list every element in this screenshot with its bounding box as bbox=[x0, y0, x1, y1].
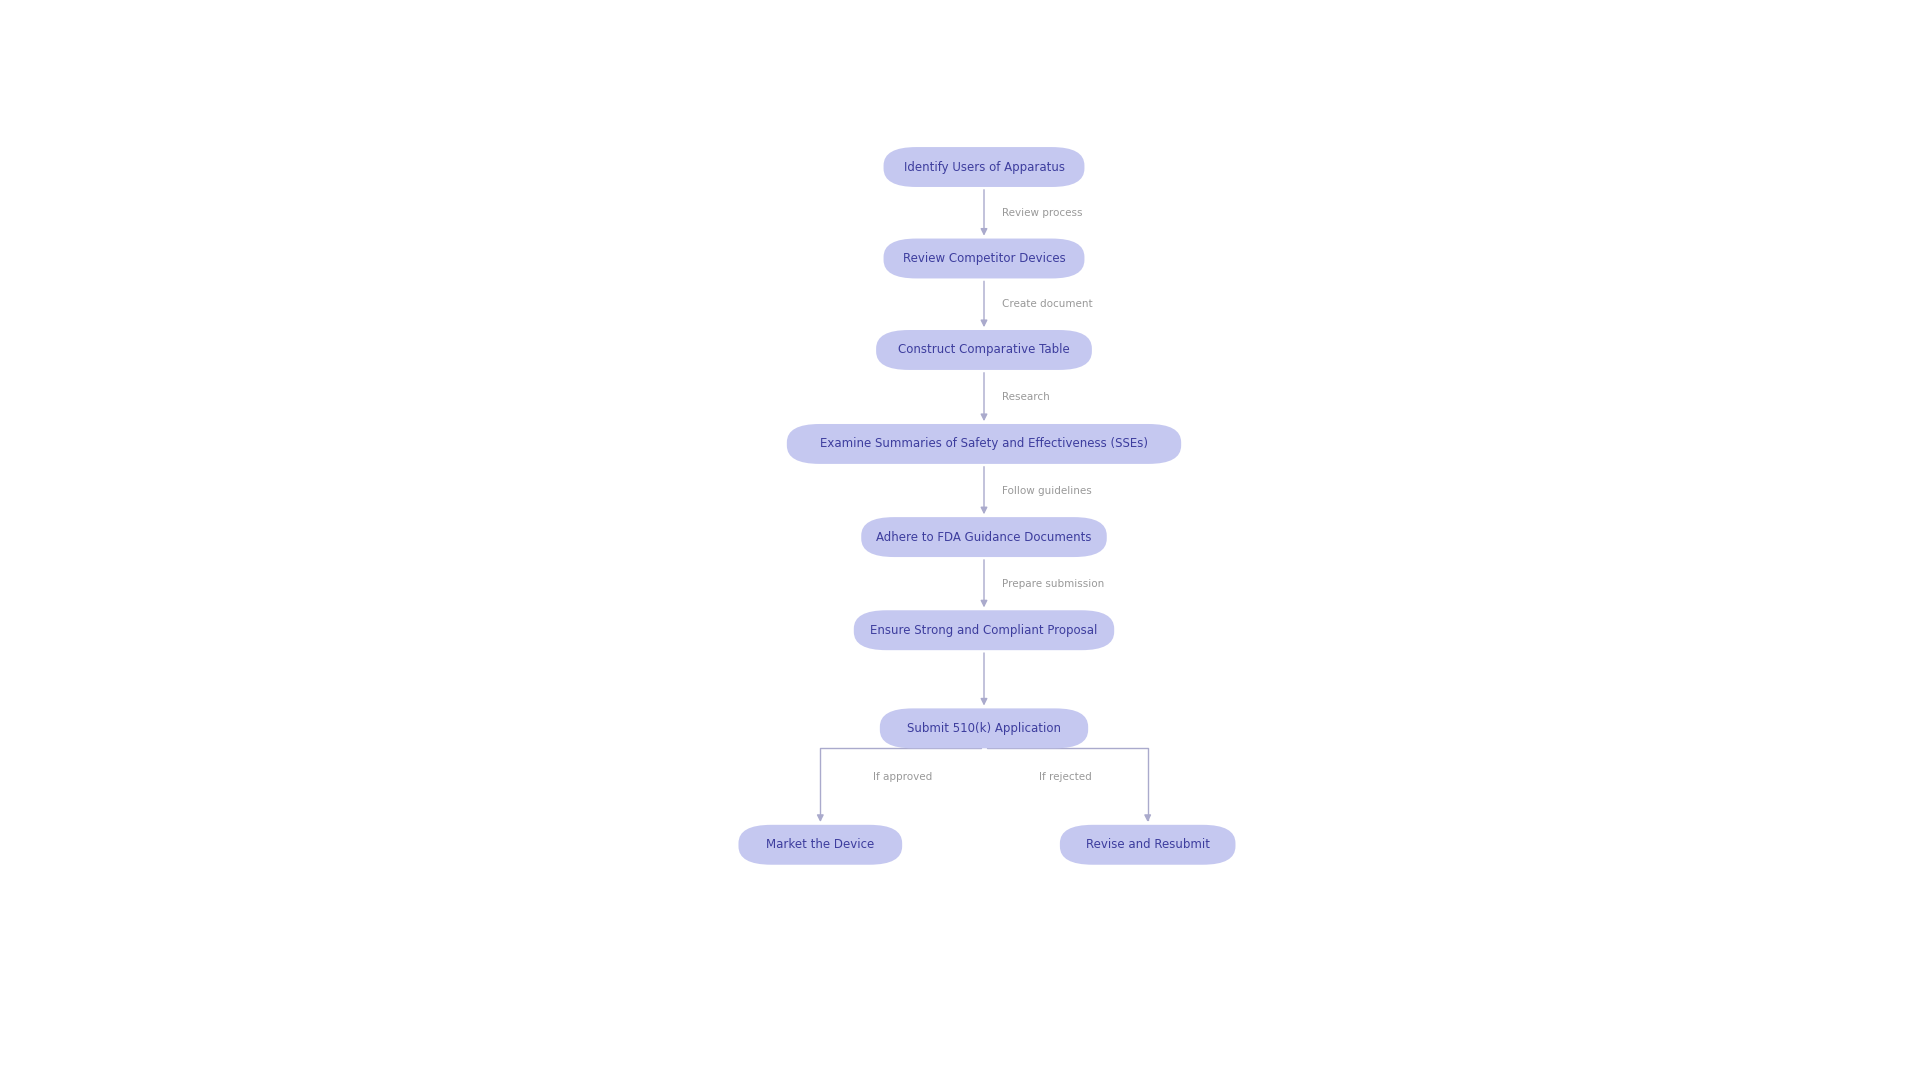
Text: Create document: Create document bbox=[1002, 299, 1092, 309]
FancyBboxPatch shape bbox=[876, 330, 1092, 370]
FancyBboxPatch shape bbox=[879, 708, 1089, 748]
Text: Market the Device: Market the Device bbox=[766, 838, 874, 851]
Text: Submit 510(k) Application: Submit 510(k) Application bbox=[906, 721, 1062, 734]
FancyBboxPatch shape bbox=[883, 147, 1085, 187]
Text: Follow guidelines: Follow guidelines bbox=[1002, 486, 1092, 496]
FancyBboxPatch shape bbox=[854, 610, 1114, 650]
Text: Revise and Resubmit: Revise and Resubmit bbox=[1085, 838, 1210, 851]
Text: Construct Comparative Table: Construct Comparative Table bbox=[899, 343, 1069, 356]
FancyBboxPatch shape bbox=[1060, 825, 1235, 865]
Text: Adhere to FDA Guidance Documents: Adhere to FDA Guidance Documents bbox=[876, 530, 1092, 543]
FancyBboxPatch shape bbox=[787, 424, 1181, 464]
Text: Examine Summaries of Safety and Effectiveness (SSEs): Examine Summaries of Safety and Effectiv… bbox=[820, 437, 1148, 450]
FancyBboxPatch shape bbox=[883, 239, 1085, 279]
Text: Research: Research bbox=[1002, 392, 1050, 402]
Text: Prepare submission: Prepare submission bbox=[1002, 579, 1104, 589]
FancyBboxPatch shape bbox=[739, 825, 902, 865]
FancyBboxPatch shape bbox=[862, 517, 1106, 557]
Text: Identify Users of Apparatus: Identify Users of Apparatus bbox=[904, 161, 1064, 174]
Text: If approved: If approved bbox=[872, 772, 931, 782]
Text: Review process: Review process bbox=[1002, 207, 1083, 218]
Text: Review Competitor Devices: Review Competitor Devices bbox=[902, 252, 1066, 265]
Text: Ensure Strong and Compliant Proposal: Ensure Strong and Compliant Proposal bbox=[870, 624, 1098, 637]
Text: If rejected: If rejected bbox=[1039, 772, 1092, 782]
